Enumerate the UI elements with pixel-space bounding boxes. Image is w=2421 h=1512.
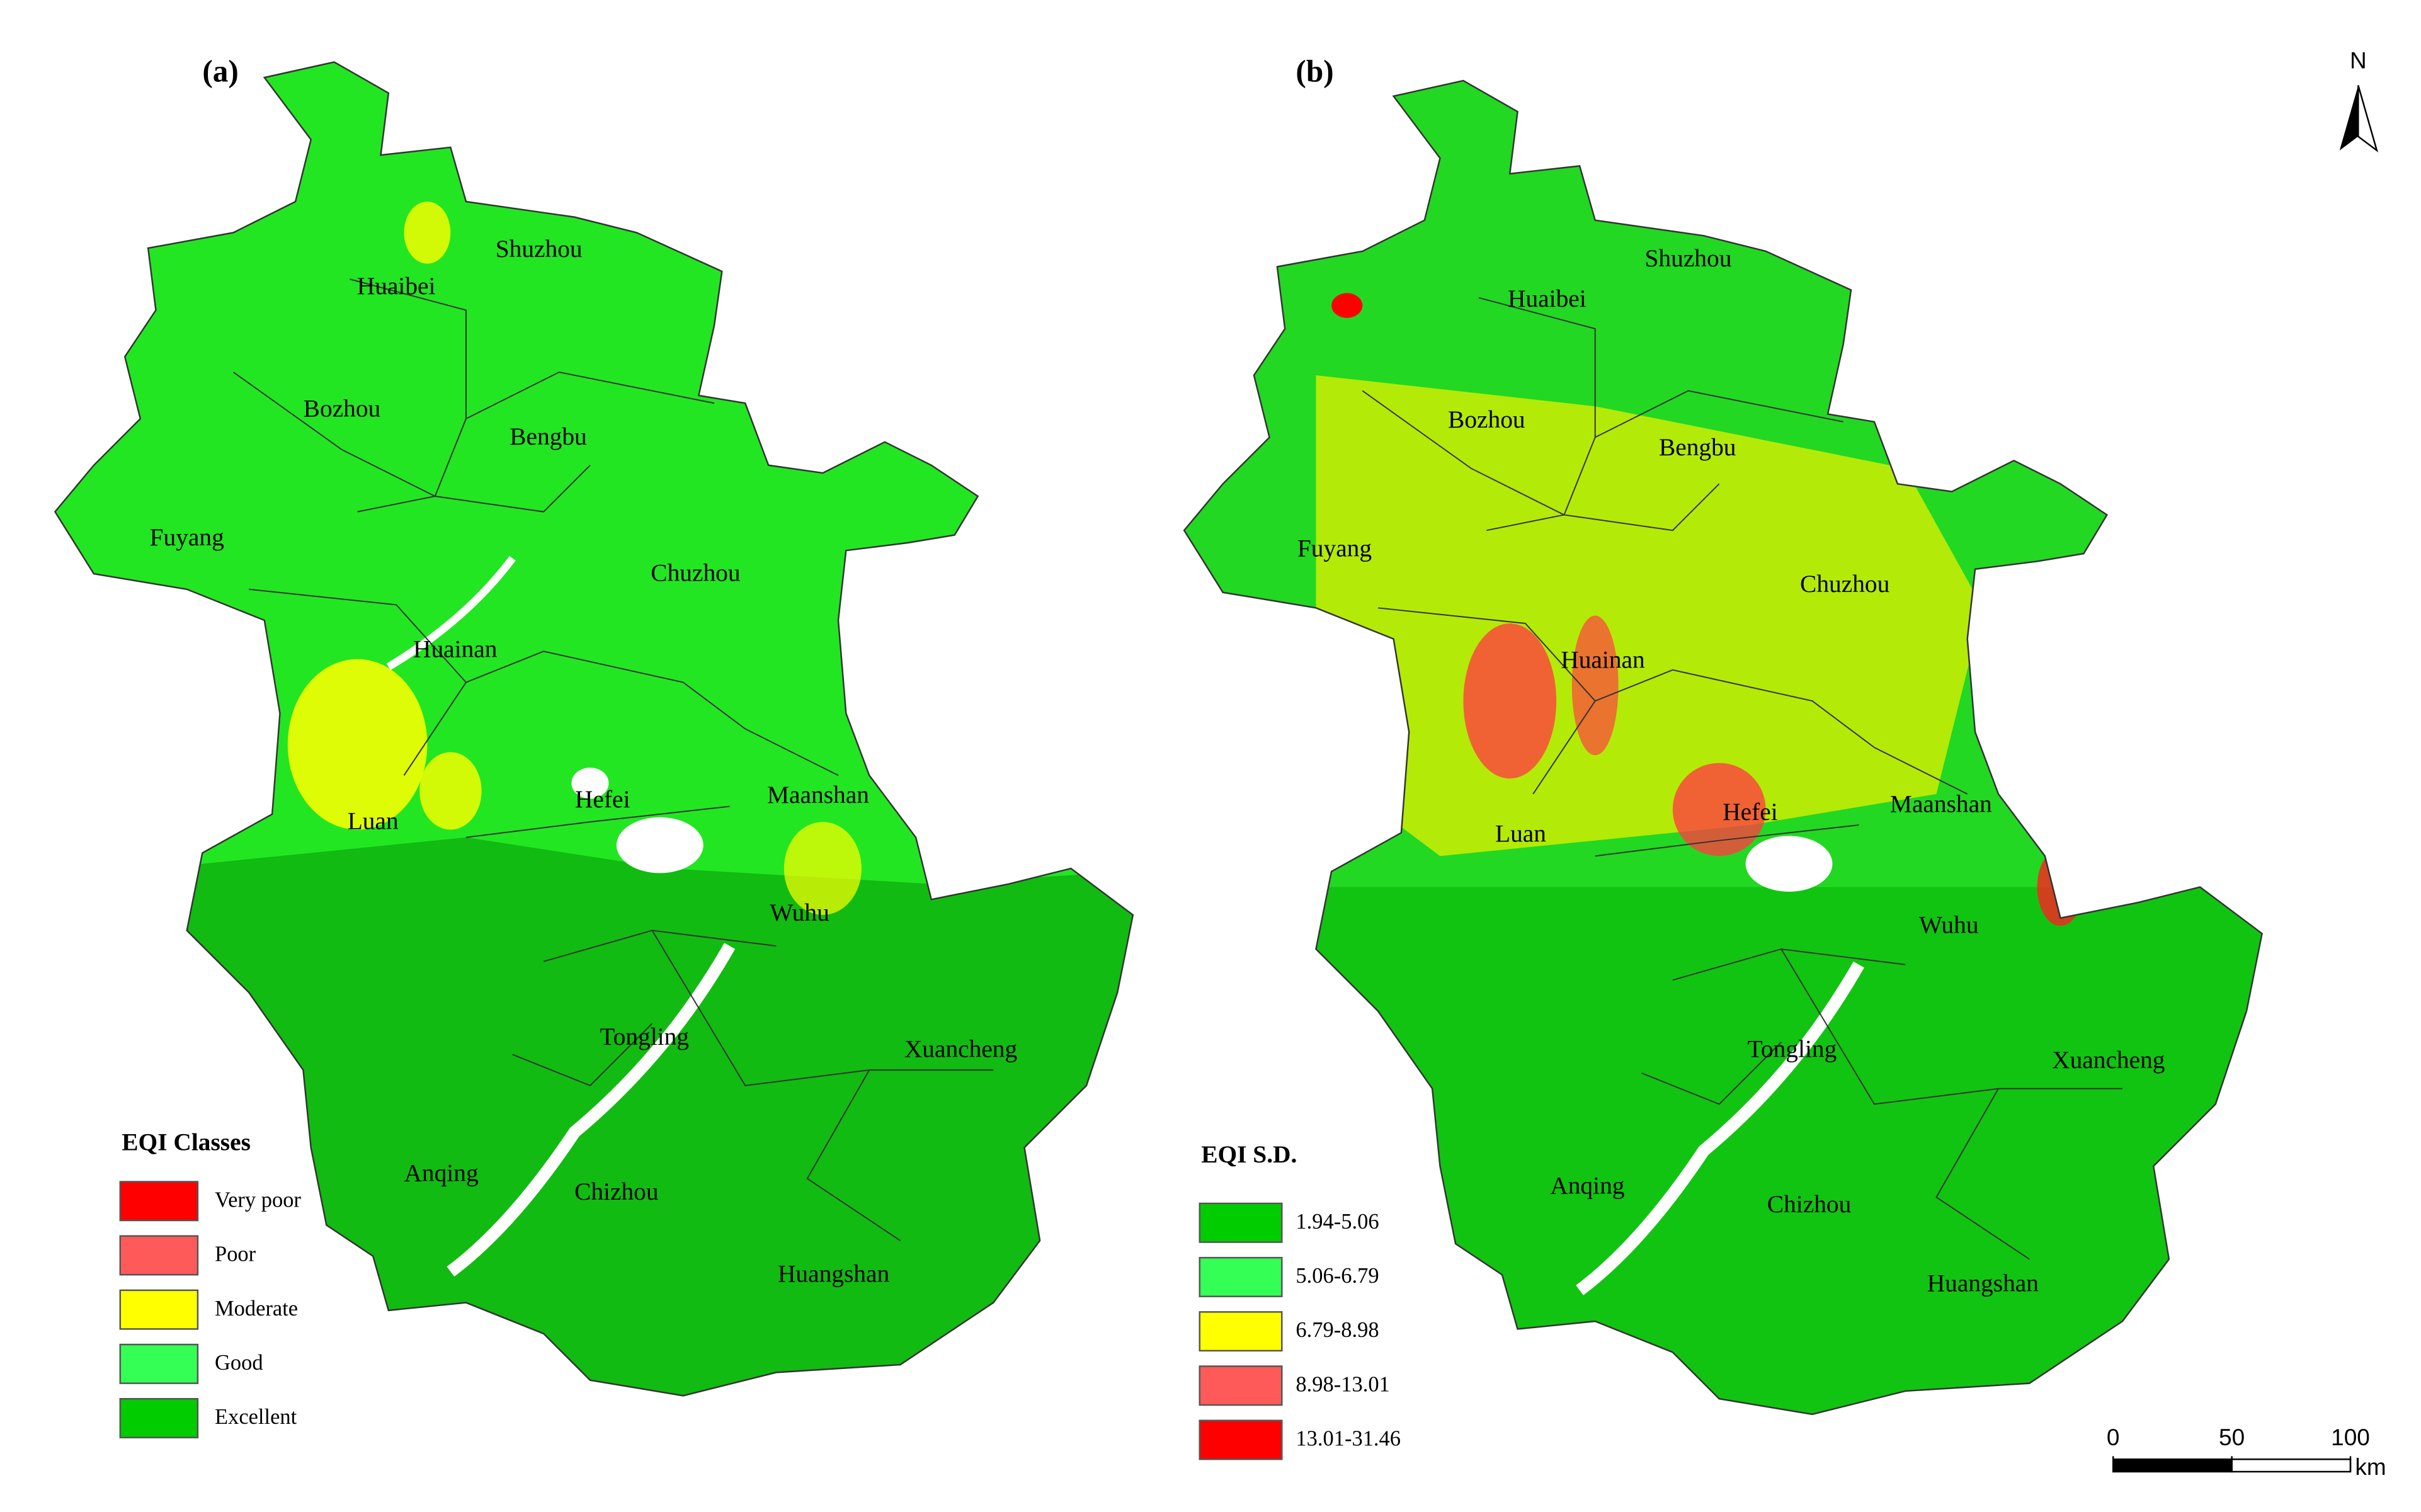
- legend-label: Excellent: [215, 1405, 297, 1429]
- river: [447, 943, 736, 1277]
- city-label: Bozhou: [1448, 406, 1525, 433]
- map-patch: [1672, 763, 1766, 856]
- legend-label: 1.94-5.06: [1296, 1210, 1379, 1234]
- river: [386, 555, 516, 671]
- legend-label: 8.98-13.01: [1296, 1372, 1389, 1396]
- city-label: Hefei: [575, 785, 630, 813]
- city-label: Wuhu: [770, 899, 829, 926]
- city-label: Maanshan: [767, 781, 869, 809]
- legend-label: 6.79-8.98: [1296, 1318, 1379, 1342]
- lake: [616, 817, 704, 873]
- city-label: Huaibei: [1508, 285, 1586, 312]
- legend-title: EQI Classes: [122, 1128, 251, 1156]
- map-patch: [1331, 293, 1363, 318]
- city-label: Chuzhou: [1800, 570, 1890, 598]
- legend-label: Good: [215, 1351, 263, 1375]
- city-label: Chizhou: [574, 1178, 659, 1205]
- map-patch: [287, 659, 428, 830]
- legend-label: Very poor: [215, 1188, 301, 1212]
- scale-unit: km: [2355, 1454, 2386, 1480]
- city-label: Maanshan: [1890, 790, 1992, 818]
- legend-swatch: [1199, 1419, 1283, 1460]
- legend-swatch: [1199, 1256, 1283, 1297]
- legend-swatch: [1199, 1365, 1283, 1406]
- city-label: Huangshan: [778, 1260, 890, 1288]
- scale-tick-label: 50: [2219, 1424, 2245, 1450]
- scale-segment: [2112, 1458, 2233, 1473]
- north-arrow: [2357, 85, 2379, 153]
- legend-swatch: [1199, 1202, 1283, 1243]
- city-label: Chuzhou: [651, 559, 741, 587]
- city-label: Luan: [348, 807, 399, 835]
- map-patch: [1571, 615, 1619, 756]
- legend-swatch: [119, 1398, 199, 1439]
- legend-swatch: [119, 1181, 199, 1222]
- city-label: Xuancheng: [904, 1035, 1017, 1063]
- city-label: Tongling: [600, 1023, 689, 1050]
- city-label: Huainan: [413, 635, 498, 662]
- map-patch: [783, 822, 862, 915]
- legend-label: Moderate: [215, 1297, 298, 1321]
- river: [1576, 961, 1864, 1295]
- map-patch: [1463, 623, 1557, 779]
- legend-swatch: [1199, 1311, 1283, 1352]
- scale-tick-label: 100: [2331, 1424, 2370, 1450]
- legend-swatch: [119, 1235, 199, 1276]
- legend-swatch: [119, 1343, 199, 1384]
- scale-segment: [2231, 1458, 2352, 1473]
- legend-swatch: [119, 1289, 199, 1330]
- lake: [1745, 836, 1833, 892]
- city-label: Luan: [1495, 819, 1546, 847]
- boundary: [1362, 297, 2122, 1260]
- map-patch: [404, 202, 451, 264]
- urban: [571, 767, 609, 799]
- city-label: Hefei: [1723, 798, 1778, 826]
- legend-title: EQI S.D.: [1201, 1140, 1297, 1168]
- legend-label: 13.01-31.46: [1296, 1427, 1401, 1451]
- map-south: [1184, 887, 2262, 1414]
- city-label: Bengbu: [510, 423, 587, 450]
- map-south: [55, 837, 1133, 1396]
- scale-tick-label: 0: [2107, 1424, 2120, 1450]
- city-label: Shuzhou: [1645, 244, 1732, 272]
- boundary: [233, 278, 994, 1241]
- north-arrow: [2339, 85, 2359, 151]
- city-label: Wuhu: [1919, 911, 1979, 939]
- city-label: Shuzhou: [496, 235, 583, 263]
- city-label: Bozhou: [304, 395, 381, 423]
- city-label: Bengbu: [1659, 433, 1736, 461]
- city-label: Tongling: [1748, 1035, 1837, 1063]
- city-label: Xuancheng: [2052, 1046, 2165, 1074]
- panel-label: (b): [1296, 54, 1333, 88]
- city-label: Huainan: [1561, 646, 1645, 674]
- north-label: N: [2350, 47, 2367, 73]
- city-label: Anqing: [1550, 1171, 1624, 1199]
- city-label: Fuyang: [150, 523, 224, 551]
- city-label: Fuyang: [1297, 534, 1372, 562]
- city-label: Chizhou: [1767, 1190, 1852, 1218]
- legend-label: Poor: [215, 1242, 256, 1266]
- map-patch: [419, 752, 482, 830]
- city-label: Anqing: [404, 1159, 478, 1187]
- city-label: Huangshan: [1927, 1270, 2039, 1297]
- panel-label: (a): [202, 54, 238, 88]
- city-label: Huaibei: [357, 272, 436, 300]
- legend-label: 5.06-6.79: [1296, 1264, 1379, 1288]
